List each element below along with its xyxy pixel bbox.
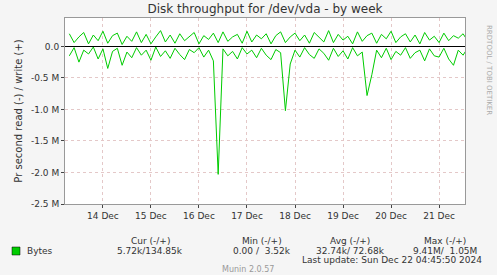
svg-text:Cur (-/+): Cur (-/+)	[131, 236, 170, 246]
svg-text:Min (-/+): Min (-/+)	[242, 236, 282, 246]
svg-text:0.00 / 3.52k: 0.00 / 3.52k	[233, 246, 291, 256]
svg-text:Munin 2.0.57: Munin 2.0.57	[222, 265, 274, 274]
svg-text:Last update: Sun Dec 22 04:45:: Last update: Sun Dec 22 04:45:50 2024	[302, 255, 482, 265]
svg-text:-1.5 M: -1.5 M	[31, 136, 59, 146]
svg-text:18 Dec: 18 Dec	[279, 211, 311, 221]
svg-text:Avg (-/+): Avg (-/+)	[330, 236, 370, 246]
svg-text:-2.5 M: -2.5 M	[31, 199, 59, 209]
svg-text:15 Dec: 15 Dec	[135, 211, 167, 221]
svg-text:-1.0 M: -1.0 M	[31, 105, 59, 115]
svg-text:21 Dec: 21 Dec	[423, 211, 455, 221]
svg-text:Disk throughput for /dev/vda -: Disk throughput for /dev/vda - by week	[147, 2, 382, 16]
svg-text:Bytes: Bytes	[27, 246, 53, 256]
svg-text:RRDTOOL / TOBI OETIKER: RRDTOOL / TOBI OETIKER	[485, 25, 493, 115]
svg-text:Pr second read (-) / write (+): Pr second read (-) / write (+)	[13, 39, 24, 182]
svg-text:20 Dec: 20 Dec	[375, 211, 407, 221]
svg-text:0.0: 0.0	[45, 42, 60, 52]
svg-text:-2.0 M: -2.0 M	[31, 168, 59, 178]
svg-text:16 Dec: 16 Dec	[183, 211, 215, 221]
svg-text:-0.5 M: -0.5 M	[31, 73, 59, 83]
svg-text:Max (-/+): Max (-/+)	[424, 236, 466, 246]
svg-text:9.41M/ 1.05M: 9.41M/ 1.05M	[413, 246, 477, 256]
svg-text:19 Dec: 19 Dec	[327, 211, 359, 221]
svg-text:17 Dec: 17 Dec	[231, 211, 263, 221]
svg-text:5.72k/134.85k: 5.72k/134.85k	[117, 246, 183, 256]
svg-text:14 Dec: 14 Dec	[87, 211, 119, 221]
svg-text:32.74k/ 72.68k: 32.74k/ 72.68k	[316, 246, 385, 256]
